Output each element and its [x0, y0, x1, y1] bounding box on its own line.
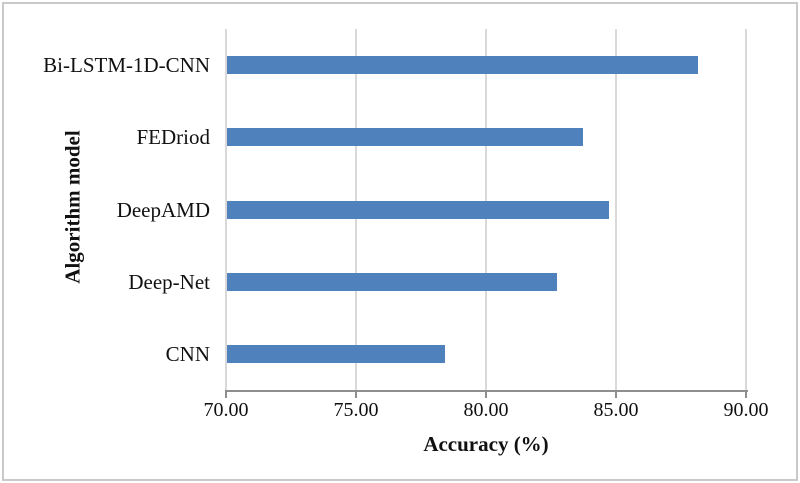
gridline — [225, 29, 227, 390]
x-axis-tick — [745, 390, 747, 398]
category-label: FEDriod — [136, 125, 211, 150]
bar-fedriod — [227, 128, 584, 147]
plot-area: 70.00 75.00 80.00 85.00 90.00 Bi-LSTM-1D-CNN… — [43, 29, 769, 421]
x-axis-tick — [225, 390, 227, 398]
x-axis-tick — [485, 390, 487, 398]
x-tick-label: 90.00 — [723, 399, 769, 421]
x-tick-label: 75.00 — [333, 399, 379, 421]
gridline — [745, 29, 747, 390]
x-axis-tick — [355, 390, 357, 398]
x-tick-label: 80.00 — [463, 399, 509, 421]
x-axis-title: Accuracy (%) — [423, 432, 549, 456]
category-label: DeepAMD — [116, 197, 210, 222]
x-tick-label: 70.00 — [203, 399, 249, 421]
category-label: Bi-LSTM-1D-CNN — [43, 53, 210, 78]
gridline — [615, 29, 617, 390]
y-axis-title: Algorithm model — [60, 130, 85, 284]
bar-cnn — [227, 344, 446, 363]
bar-deepamd — [227, 200, 610, 219]
category-label: CNN — [165, 341, 210, 366]
x-axis-tick — [615, 390, 617, 398]
category-label: Deep-Net — [128, 269, 210, 294]
x-tick-label: 85.00 — [593, 399, 639, 421]
bar-deep-net — [227, 272, 558, 291]
bar-bi-lstm-1d-cnn — [227, 56, 698, 75]
